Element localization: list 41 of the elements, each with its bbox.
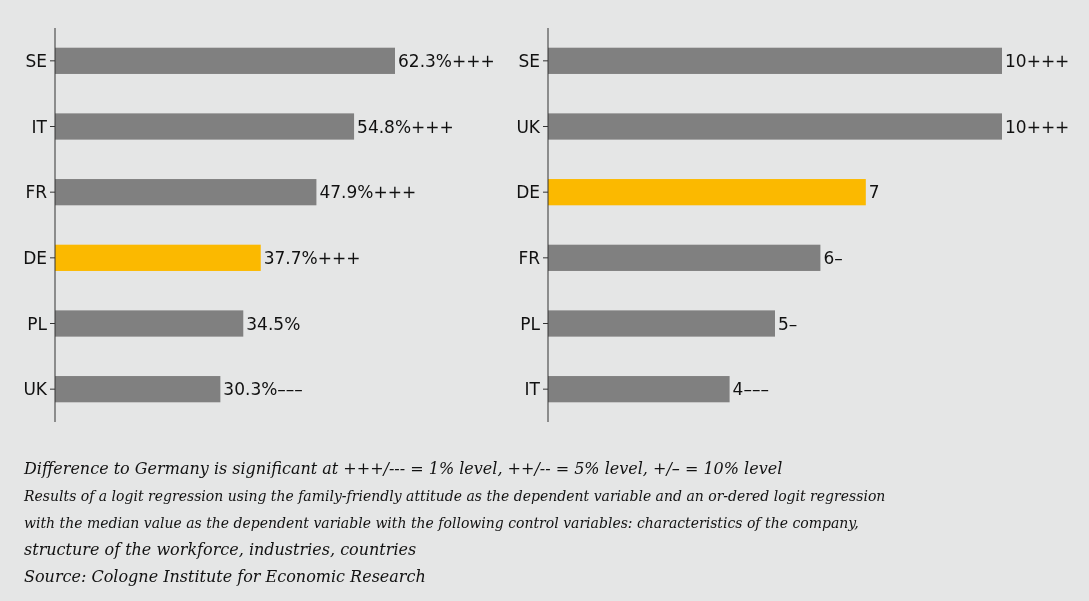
data-label: 10+++ xyxy=(1005,116,1070,137)
data-label: 47.9%+++ xyxy=(319,182,417,203)
text: with the median value as the dependent variable with the following control variables: characteristics of the company, xyxy=(24,515,859,531)
bar xyxy=(55,47,395,74)
bar xyxy=(55,113,355,140)
bar xyxy=(55,376,221,403)
y-tick-label: SE xyxy=(518,50,540,71)
y-tick-label: PL xyxy=(520,313,541,334)
bar xyxy=(55,310,244,337)
y-tick-label: UK xyxy=(23,379,48,400)
y-tick-label: FR xyxy=(518,247,541,268)
data-label: 5– xyxy=(778,313,798,334)
bar xyxy=(548,376,730,403)
y-tick-label: UK xyxy=(516,116,541,137)
data-label: 7 xyxy=(868,182,880,203)
bar xyxy=(548,179,866,206)
y-tick-label: PL xyxy=(27,313,48,334)
data-label: 54.8%+++ xyxy=(357,116,454,137)
bar xyxy=(548,47,1002,74)
data-label: 30.3%––– xyxy=(223,379,303,400)
text: Results of a logit regression using the family-friendly attitude as the dependent variable and an or-dered logit regression xyxy=(23,488,886,504)
text: structure of the workforce, industries, countries xyxy=(24,540,417,559)
bar xyxy=(548,244,821,271)
y-tick-label: IT xyxy=(31,116,48,137)
bar xyxy=(548,310,775,337)
data-label: 34.5% xyxy=(246,313,301,334)
data-label: 62.3%+++ xyxy=(398,50,495,71)
y-tick-label: SE xyxy=(25,50,47,71)
y-tick-label: IT xyxy=(524,379,541,400)
source-note: Source: Cologne Institute for Economic Research xyxy=(24,567,426,586)
y-tick-label: FR xyxy=(25,182,48,203)
y-tick-label: DE xyxy=(516,182,540,203)
bar xyxy=(55,179,317,206)
text: Difference to Germany is significant at +++/--- = 1% level, ++/-- = 5% level, +/– = 10% level xyxy=(23,459,783,478)
data-label: 37.7%+++ xyxy=(263,247,361,268)
data-label: 10+++ xyxy=(1005,50,1070,71)
data-label: 6– xyxy=(823,247,843,268)
bar xyxy=(55,244,261,271)
y-tick-label: DE xyxy=(23,247,47,268)
bar xyxy=(548,113,1002,140)
data-label: 4––– xyxy=(732,379,769,400)
